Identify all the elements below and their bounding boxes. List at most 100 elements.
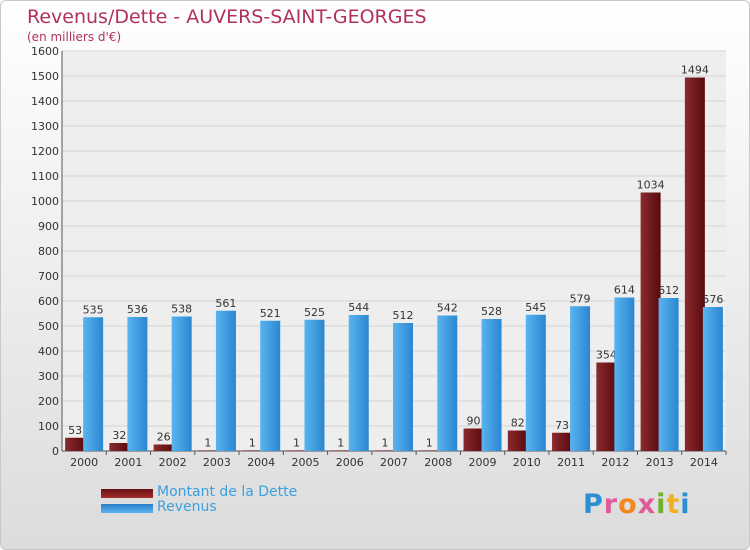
data-label-dette: 73 <box>555 419 569 432</box>
data-label-dette: 1 <box>249 436 256 449</box>
data-label-dette: 1 <box>426 436 433 449</box>
x-tick-label: 2010 <box>513 456 541 469</box>
bar-dette <box>109 443 130 451</box>
bar-dette <box>286 450 307 451</box>
bar-dette <box>684 77 705 451</box>
x-tick-label: 2006 <box>336 456 364 469</box>
data-label-revenus: 612 <box>658 284 679 297</box>
data-label-revenus: 538 <box>171 303 192 316</box>
bar-revenus <box>570 306 591 451</box>
bar-revenus <box>127 317 148 451</box>
bar-dette <box>507 430 528 451</box>
data-label-revenus: 528 <box>481 305 502 318</box>
y-tick-label: 1300 <box>31 120 59 133</box>
bar-dette <box>419 450 440 451</box>
y-tick-label: 700 <box>38 270 59 283</box>
proxiti-logo: Proxiti <box>583 489 691 520</box>
x-tick-label: 2002 <box>159 456 187 469</box>
data-label-dette: 32 <box>112 429 126 442</box>
bar-dette <box>242 450 263 451</box>
data-label-revenus: 542 <box>437 302 458 315</box>
y-tick-label: 500 <box>38 320 59 333</box>
y-tick-label: 300 <box>38 370 59 383</box>
bar-revenus <box>437 315 458 451</box>
y-tick-label: 400 <box>38 345 59 358</box>
y-tick-label: 100 <box>38 420 59 433</box>
data-label-revenus: 535 <box>83 303 104 316</box>
data-label-dette: 26 <box>157 431 171 444</box>
x-tick-label: 2001 <box>114 456 142 469</box>
y-tick-label: 200 <box>38 395 59 408</box>
bar-dette <box>197 450 218 451</box>
data-label-dette: 1 <box>293 436 300 449</box>
data-label-revenus: 525 <box>304 306 325 319</box>
x-tick-label: 2008 <box>424 456 452 469</box>
y-tick-label: 1100 <box>31 170 59 183</box>
bar-dette <box>640 192 661 451</box>
y-tick-label: 1400 <box>31 95 59 108</box>
x-tick-label: 2011 <box>557 456 585 469</box>
y-tick-label: 0 <box>52 445 59 458</box>
x-tick-label: 2003 <box>203 456 231 469</box>
data-label-dette: 90 <box>467 415 481 428</box>
bar-revenus <box>702 307 723 451</box>
bar-revenus <box>215 310 236 451</box>
bar-revenus <box>260 320 281 451</box>
y-tick-label: 1000 <box>31 195 59 208</box>
data-label-revenus: 544 <box>348 301 369 314</box>
x-tick-label: 2007 <box>380 456 408 469</box>
data-label-revenus: 512 <box>393 309 414 322</box>
x-tick-label: 2004 <box>247 456 275 469</box>
bar-revenus <box>393 323 413 451</box>
bar-revenus <box>304 319 325 451</box>
chart-subtitle: (en milliers d'€) <box>27 30 122 44</box>
data-label-revenus: 614 <box>614 284 635 297</box>
chart-title: Revenus/Dette - AUVERS-SAINT-GEORGES <box>27 6 427 28</box>
data-label-revenus: 576 <box>702 293 723 306</box>
bar-revenus <box>658 298 679 451</box>
data-label-revenus: 579 <box>570 292 591 305</box>
y-tick-label: 900 <box>38 220 59 233</box>
y-tick-label: 800 <box>38 245 59 258</box>
bar-revenus <box>83 317 104 451</box>
legend-swatch-dette <box>101 489 153 498</box>
bar-revenus <box>171 316 192 451</box>
data-label-dette: 1034 <box>637 179 665 192</box>
bar-revenus <box>525 314 546 451</box>
y-tick-label: 1600 <box>31 45 59 58</box>
bar-revenus <box>614 297 635 451</box>
data-label-dette: 1 <box>204 436 211 449</box>
bar-dette <box>552 432 573 451</box>
data-label-dette: 1 <box>382 436 389 449</box>
data-label-dette: 82 <box>511 417 525 430</box>
data-label-revenus: 561 <box>215 297 236 310</box>
data-label-revenus: 521 <box>260 307 281 320</box>
bar-dette <box>65 437 86 451</box>
x-tick-label: 2009 <box>469 456 497 469</box>
x-tick-label: 2005 <box>291 456 319 469</box>
data-label-dette: 1 <box>337 436 344 449</box>
x-tick-label: 2013 <box>646 456 674 469</box>
y-tick-label: 1500 <box>31 70 59 83</box>
bar-dette <box>463 428 484 451</box>
bar-revenus <box>481 319 502 451</box>
data-label-dette: 1494 <box>681 64 709 77</box>
bar-dette <box>375 450 395 451</box>
x-tick-label: 2000 <box>70 456 98 469</box>
x-tick-label: 2014 <box>690 456 718 469</box>
x-tick-label: 2012 <box>601 456 629 469</box>
y-tick-label: 600 <box>38 295 59 308</box>
legend-swatch-revenus <box>101 504 153 513</box>
data-label-dette: 354 <box>596 349 617 362</box>
bar-dette <box>596 362 617 451</box>
legend-label-dette: Montant de la Dette <box>157 484 298 500</box>
bar-dette <box>153 444 174 451</box>
data-label-dette: 53 <box>68 424 82 437</box>
data-label-revenus: 545 <box>525 301 546 314</box>
bar-dette <box>330 450 351 451</box>
y-tick-label: 1200 <box>31 145 59 158</box>
bar-revenus <box>348 315 369 451</box>
data-label-revenus: 536 <box>127 303 148 316</box>
